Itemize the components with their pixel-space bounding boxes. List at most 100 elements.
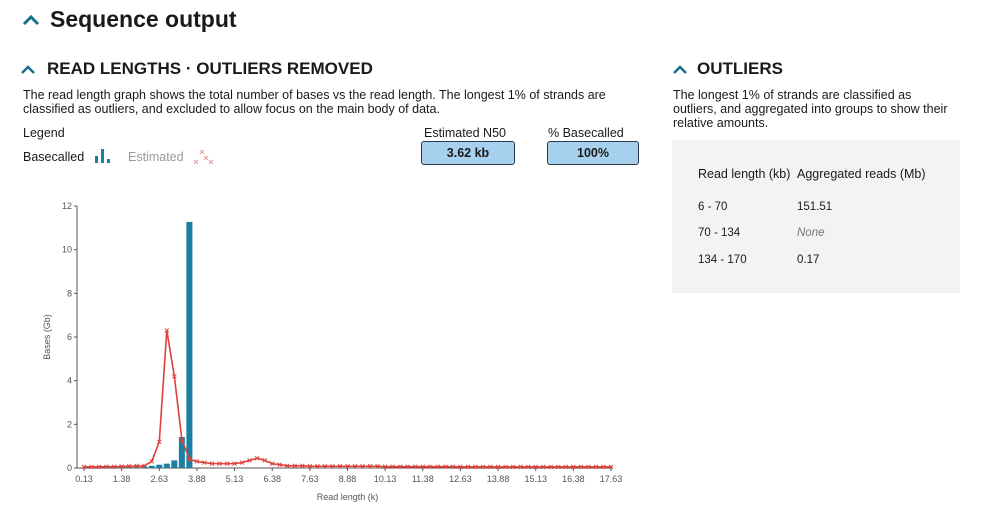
stat-label: % Basecalled [548, 126, 624, 140]
stat-value: 3.62 kb [421, 141, 515, 165]
table-cell: 70 - 134 [698, 227, 741, 239]
line-marker [548, 464, 554, 470]
line-marker [209, 461, 215, 466]
line-marker [608, 464, 614, 470]
stat-value: 100% [547, 141, 639, 165]
section-description: The read length graph shows the total nu… [23, 88, 606, 116]
y-axis-label: Bases (Gb) [42, 314, 52, 360]
collapse-caret[interactable] [22, 14, 40, 26]
line-marker [217, 461, 222, 466]
line-marker [202, 460, 207, 465]
line-marker [458, 464, 463, 470]
x-tick-label: 11.38 [412, 474, 434, 484]
line-marker [345, 463, 350, 469]
line-marker [443, 464, 448, 470]
bar [171, 460, 178, 468]
line-marker [111, 464, 117, 470]
line-marker [412, 464, 418, 470]
line-marker [164, 328, 170, 333]
y-tick-label: 4 [67, 376, 72, 386]
table-cell: 0.17 [797, 254, 820, 266]
page-title: Sequence output [50, 6, 237, 32]
outliers-panel: Read length (kb) Aggregated reads (Mb) 6… [672, 140, 960, 293]
line-marker [119, 464, 124, 469]
line-marker [134, 463, 140, 469]
line-marker [397, 464, 403, 470]
y-tick-label: 10 [62, 245, 72, 255]
bar [148, 465, 155, 468]
x-tick-label: 16.38 [562, 474, 585, 484]
line-marker [179, 437, 185, 442]
line-marker [563, 464, 569, 470]
line-marker [465, 464, 471, 470]
line-marker [360, 463, 365, 469]
x-tick-label: 0.13 [75, 474, 93, 484]
line-marker [352, 463, 358, 469]
line [84, 330, 611, 468]
line-marker [593, 464, 599, 470]
line-marker [307, 463, 313, 469]
line-marker [367, 463, 373, 469]
x-tick-label: 17.63 [600, 474, 623, 484]
line-marker [277, 462, 283, 468]
stat-label: Estimated N50 [424, 126, 506, 140]
line-marker [420, 464, 426, 470]
x-tick-label: 3.88 [188, 474, 206, 484]
line-marker [540, 464, 546, 470]
x-tick-label: 8.88 [339, 474, 357, 484]
line-marker [171, 373, 177, 379]
legend-item[interactable]: Estimated [128, 150, 184, 164]
line-marker [89, 464, 94, 470]
line-marker [262, 458, 268, 463]
legend-cross-icon [193, 149, 214, 165]
x-tick-label: 15.13 [524, 474, 547, 484]
line-marker [488, 464, 493, 470]
line-marker [315, 463, 320, 469]
line-marker [156, 439, 162, 445]
line-marker [187, 456, 192, 462]
x-tick-label: 7.63 [301, 474, 319, 484]
line-marker [510, 464, 516, 470]
table-cell: None [797, 227, 825, 239]
line-marker [149, 459, 155, 464]
collapse-caret[interactable] [21, 65, 35, 74]
bar [186, 221, 193, 468]
line-marker [405, 464, 411, 470]
line-marker [586, 464, 591, 470]
line-marker [299, 463, 305, 469]
line-marker [503, 464, 508, 470]
table-cell: 134 - 170 [698, 254, 747, 266]
line-marker [104, 464, 109, 470]
legend-label: Legend [23, 126, 65, 140]
line-marker [224, 461, 230, 466]
y-tick-label: 6 [67, 332, 72, 342]
bar [178, 436, 185, 468]
bar [163, 463, 170, 468]
bar [141, 466, 148, 468]
x-tick-label: 12.63 [449, 474, 472, 484]
x-tick-label: 10.13 [374, 474, 397, 484]
line-marker [194, 459, 200, 464]
section-title: OUTLIERS [697, 59, 783, 78]
line-marker [141, 463, 147, 469]
bar [126, 466, 133, 468]
legend-bar-icon [95, 149, 110, 163]
legend-item[interactable]: Basecalled [23, 150, 85, 164]
y-tick-label: 2 [67, 419, 72, 429]
table-header: Aggregated reads (Mb) [797, 167, 926, 181]
line-marker [427, 464, 433, 470]
line-marker [232, 461, 237, 466]
line-marker [375, 463, 380, 469]
x-tick-label: 1.38 [113, 474, 131, 484]
table-cell: 6 - 70 [698, 201, 728, 213]
collapse-caret[interactable] [673, 65, 687, 74]
line-marker [382, 464, 388, 470]
line-marker [473, 464, 478, 470]
x-tick-label: 6.38 [263, 474, 281, 484]
line-marker [337, 463, 343, 469]
x-axis-label: Read length (k) [317, 492, 379, 502]
bar [133, 466, 140, 468]
y-tick-label: 12 [62, 201, 72, 211]
